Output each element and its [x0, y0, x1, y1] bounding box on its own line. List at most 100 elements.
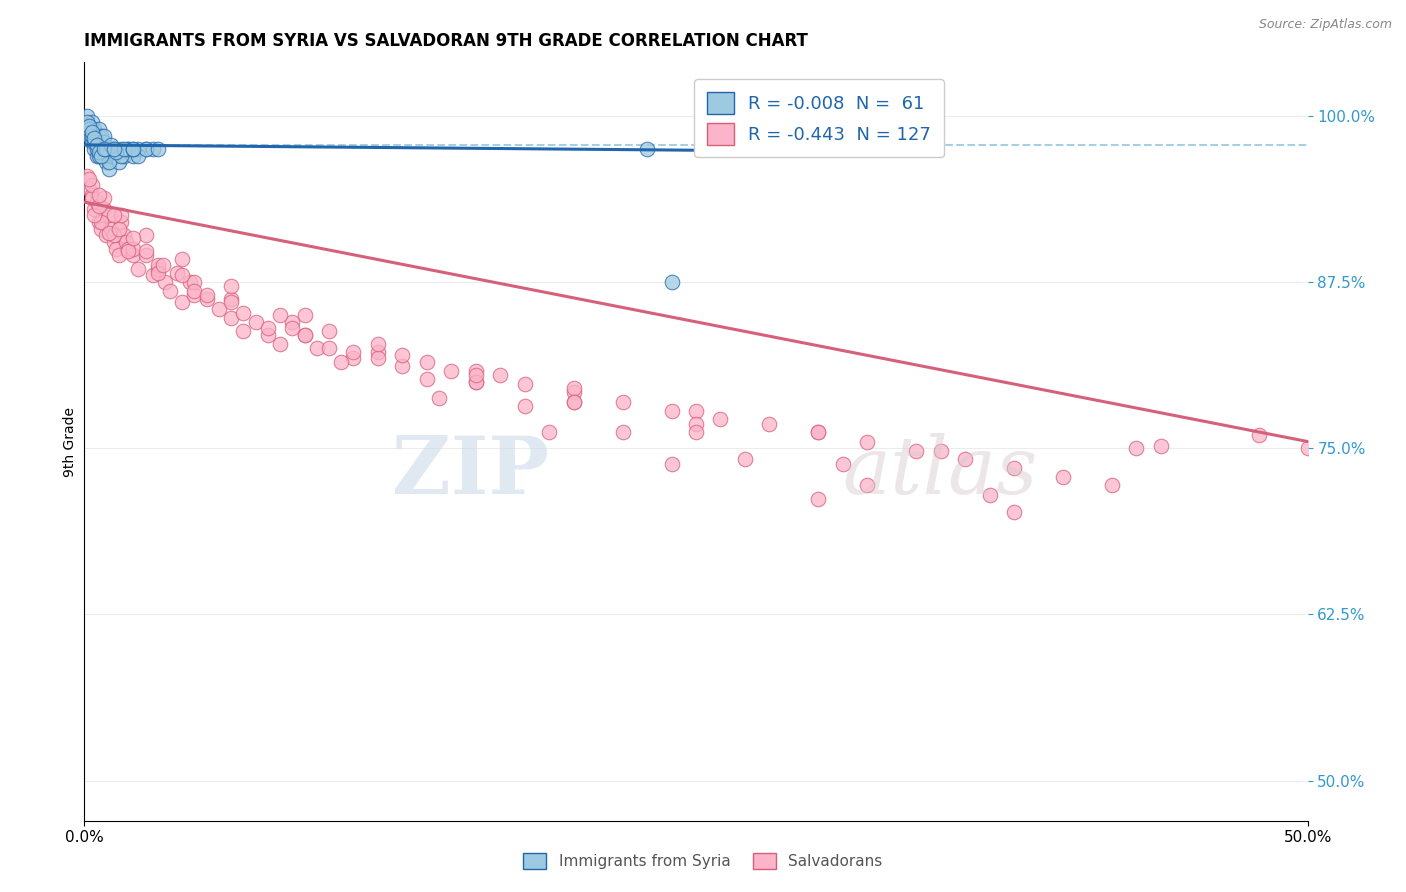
Point — [281, 315, 304, 329]
Point — [464, 375, 486, 389]
Point — [122, 142, 145, 156]
Point — [318, 342, 340, 356]
Point — [87, 199, 110, 213]
Point — [127, 261, 149, 276]
Point — [77, 122, 100, 136]
Point — [146, 258, 169, 272]
Point — [122, 231, 145, 245]
Point — [208, 301, 231, 316]
Point — [807, 425, 830, 440]
Point — [179, 275, 201, 289]
Point — [330, 355, 353, 369]
Point — [112, 142, 135, 156]
Point — [269, 337, 291, 351]
Point — [110, 208, 132, 222]
Point — [86, 148, 108, 162]
Point — [152, 258, 174, 272]
Point — [269, 308, 291, 322]
Point — [807, 491, 830, 506]
Point — [232, 305, 254, 319]
Point — [305, 342, 328, 356]
Point — [97, 161, 120, 176]
Point — [513, 377, 536, 392]
Point — [146, 142, 169, 156]
Point — [112, 228, 135, 243]
Point — [562, 394, 585, 409]
Point — [367, 345, 389, 359]
Point — [342, 351, 364, 365]
Point — [135, 142, 157, 156]
Point — [661, 404, 683, 418]
Point — [103, 235, 125, 249]
Point — [1101, 478, 1123, 492]
Point — [245, 315, 267, 329]
Point — [1296, 441, 1319, 455]
Point — [83, 202, 105, 216]
Point — [513, 399, 536, 413]
Y-axis label: 9th Grade: 9th Grade — [63, 407, 77, 476]
Point — [80, 178, 103, 192]
Point — [93, 142, 115, 156]
Point — [979, 488, 1001, 502]
Point — [93, 128, 115, 143]
Point — [103, 228, 125, 243]
Text: atlas: atlas — [842, 434, 1038, 510]
Point — [83, 208, 105, 222]
Point — [80, 188, 103, 202]
Point — [90, 215, 112, 229]
Point — [77, 122, 100, 136]
Point — [97, 208, 120, 222]
Point — [77, 128, 100, 143]
Point — [232, 324, 254, 338]
Point — [281, 321, 304, 335]
Point — [97, 226, 120, 240]
Point — [709, 412, 731, 426]
Point — [122, 148, 145, 162]
Point — [105, 148, 128, 162]
Point — [83, 131, 105, 145]
Point — [110, 215, 132, 229]
Point — [93, 135, 115, 149]
Point — [562, 394, 585, 409]
Point — [807, 425, 830, 440]
Point — [562, 385, 585, 400]
Point — [96, 142, 118, 156]
Point — [117, 244, 139, 259]
Point — [83, 135, 105, 149]
Point — [90, 142, 112, 156]
Point — [257, 321, 280, 335]
Point — [93, 191, 115, 205]
Point — [93, 148, 115, 162]
Point — [87, 148, 110, 162]
Point — [146, 266, 169, 280]
Point — [685, 425, 707, 440]
Point — [636, 142, 658, 156]
Point — [87, 145, 110, 159]
Point — [107, 155, 129, 169]
Point — [257, 328, 280, 343]
Point — [80, 115, 103, 129]
Text: ZIP: ZIP — [392, 433, 550, 511]
Point — [219, 294, 242, 309]
Point — [219, 279, 242, 293]
Point — [90, 128, 112, 143]
Point — [391, 348, 413, 362]
Point — [115, 235, 138, 249]
Point — [96, 155, 118, 169]
Point — [562, 381, 585, 395]
Point — [135, 244, 157, 259]
Point — [1150, 438, 1173, 452]
Point — [1002, 461, 1025, 475]
Point — [856, 434, 879, 449]
Point — [294, 328, 316, 343]
Point — [83, 122, 105, 136]
Point — [342, 345, 364, 359]
Point — [661, 275, 683, 289]
Point — [83, 142, 105, 156]
Point — [86, 137, 108, 152]
Point — [172, 252, 194, 267]
Point — [464, 375, 486, 389]
Point — [117, 242, 139, 256]
Point — [172, 294, 194, 309]
Point — [100, 137, 122, 152]
